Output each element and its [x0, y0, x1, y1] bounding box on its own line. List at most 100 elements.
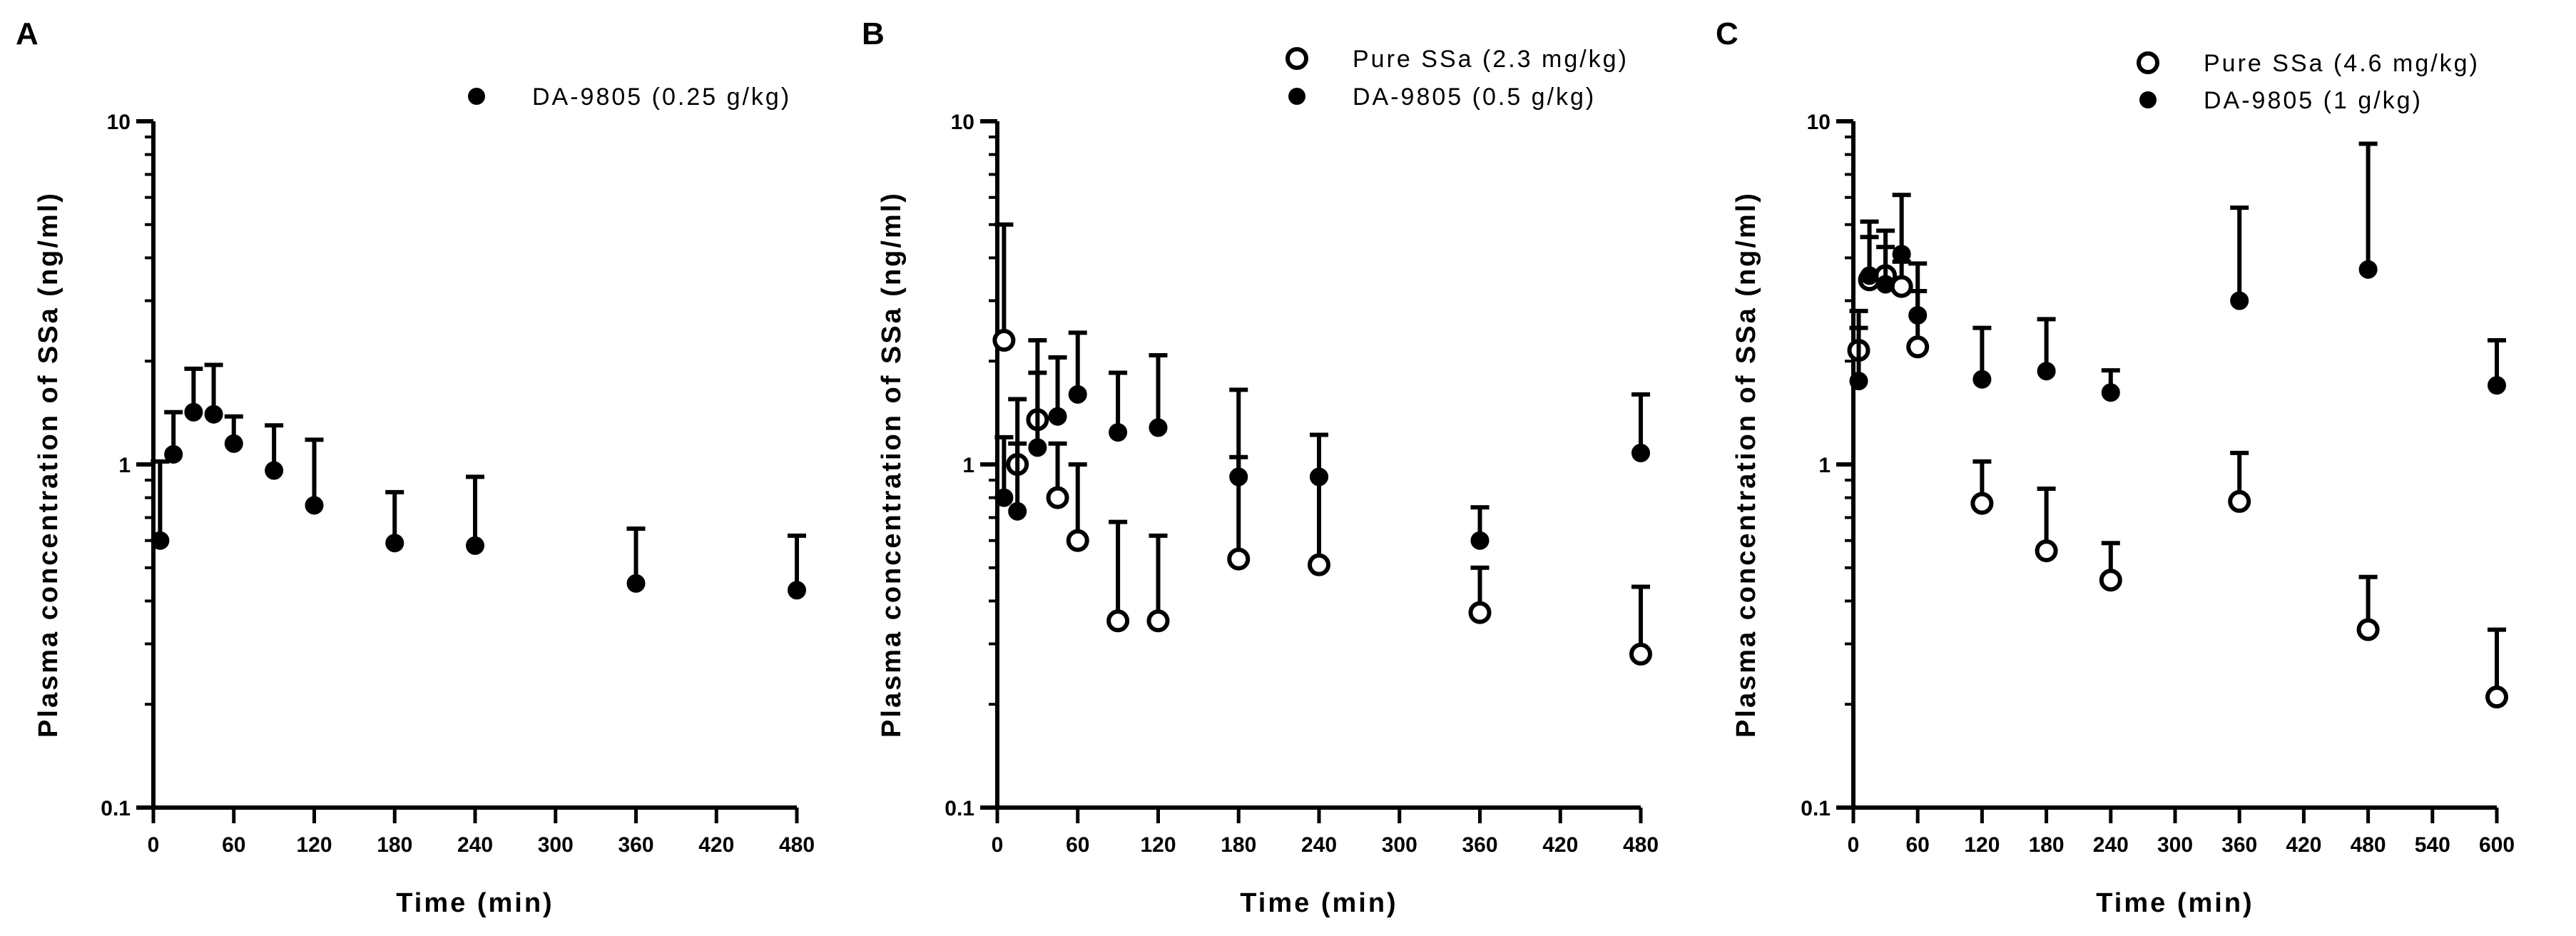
x-tick-label: 120	[296, 833, 332, 857]
series-1	[1849, 141, 2506, 402]
data-point	[2228, 489, 2251, 513]
data-point	[1028, 438, 1047, 457]
legend-marker	[1286, 47, 1308, 70]
data-point	[1229, 467, 1248, 487]
x-tick-label: 300	[1382, 833, 1417, 857]
x-axis-title: Time (min)	[396, 888, 554, 918]
data-point	[1906, 335, 1930, 359]
x-tick-label: 120	[1140, 833, 1176, 857]
data-point	[184, 402, 203, 422]
legend-marker	[2139, 91, 2157, 108]
series-0	[992, 222, 1652, 666]
x-tick-label: 420	[698, 833, 734, 857]
data-point	[1908, 305, 1928, 325]
data-point	[1048, 407, 1067, 426]
y-tick-label: 10	[951, 111, 974, 134]
data-point	[1008, 502, 1027, 521]
data-point	[1146, 609, 1170, 633]
x-tick-label: 60	[1906, 833, 1930, 857]
legend-marker	[468, 88, 485, 105]
x-tick-label: 0	[992, 833, 1004, 857]
legend-label: Pure SSa (2.3 mg/kg)	[1353, 46, 1629, 73]
data-point	[1310, 467, 1328, 487]
y-tick-label: 0.1	[1801, 797, 1831, 820]
x-tick-label: 0	[148, 833, 160, 857]
x-tick-label: 600	[2479, 833, 2515, 857]
x-tick-label: 360	[1462, 833, 1497, 857]
data-point	[992, 329, 1016, 352]
legend-entry: DA-9805 (1 g/kg)	[2139, 87, 2420, 114]
data-point	[1629, 642, 1652, 666]
x-tick-label: 0	[1848, 833, 1860, 857]
data-point	[2230, 291, 2249, 310]
data-point	[2488, 376, 2506, 395]
data-point	[1468, 601, 1492, 624]
x-axis-title: Time (min)	[1240, 888, 1398, 918]
y-tick-label: 1	[1818, 454, 1831, 477]
data-point	[2358, 260, 2378, 279]
x-tick-label: 360	[2221, 833, 2257, 857]
x-tick-label: 120	[1964, 833, 2000, 857]
x-tick-label: 540	[2415, 833, 2450, 857]
data-point	[305, 496, 324, 515]
data-point	[1631, 443, 1650, 462]
legend-marker	[2137, 51, 2159, 74]
data-point	[2485, 686, 2508, 709]
series-1	[994, 330, 1650, 550]
panel-letter: B	[862, 16, 885, 51]
data-point	[204, 405, 223, 424]
panel-c: C 0.1 1 10 0 60 120 180 240 300 360 420 480 540 600 Tim…	[1716, 16, 2515, 918]
x-tick-label: 420	[1542, 833, 1578, 857]
x-tick-label: 180	[377, 833, 412, 857]
panel-letter: C	[1716, 16, 1738, 51]
data-point	[1149, 418, 1168, 437]
data-point	[788, 581, 806, 600]
legend-label: DA-9805 (0.25 g/kg)	[532, 83, 791, 111]
x-tick-label: 60	[1066, 833, 1089, 857]
y-tick-label: 0.1	[101, 797, 131, 820]
data-point	[2356, 618, 2380, 641]
x-tick-label: 300	[2157, 833, 2193, 857]
data-point	[1068, 385, 1087, 404]
panel-a: A 0.1 1 10 0 60 120 180 240 300 360 420 480 Time (min…	[16, 16, 815, 918]
legend-marker	[1288, 88, 1305, 105]
data-point	[2099, 569, 2122, 592]
data-point	[1066, 529, 1089, 552]
legend-label: Pure SSa (4.6 mg/kg)	[2204, 50, 2480, 77]
y-axis-title: Plasma concentration of SSa (ng/ml)	[877, 191, 907, 738]
legend-entry: DA-9805 (0.5 g/kg)	[1288, 83, 1596, 111]
y-tick-label: 10	[1807, 111, 1831, 134]
panel-letter: A	[16, 16, 39, 51]
data-point	[1860, 266, 1879, 285]
data-point	[1470, 531, 1490, 550]
x-tick-label: 180	[1221, 833, 1256, 857]
y-axis-title: Plasma concentration of SSa (ng/ml)	[1731, 191, 1761, 738]
data-point	[1227, 547, 1251, 571]
y-tick-label: 1	[962, 454, 974, 477]
y-axis-title: Plasma concentration of SSa (ng/ml)	[34, 191, 63, 738]
data-point	[1876, 275, 1895, 294]
x-tick-label: 240	[457, 833, 493, 857]
data-point	[2035, 539, 2058, 563]
legend-entry: Pure SSa (4.6 mg/kg)	[2137, 50, 2480, 77]
data-point	[1106, 609, 1130, 633]
data-point	[224, 434, 243, 453]
data-point	[1890, 275, 1913, 298]
data-point	[1849, 372, 1868, 391]
data-point	[2101, 383, 2120, 402]
y-tick-label: 0.1	[945, 797, 974, 820]
data-point	[466, 536, 484, 555]
series-0	[1847, 235, 2508, 709]
data-point	[1972, 370, 1992, 389]
x-tick-label: 480	[779, 833, 815, 857]
data-point	[1892, 245, 1911, 264]
legend-label: DA-9805 (0.5 g/kg)	[1353, 83, 1596, 111]
y-tick-label: 10	[107, 111, 131, 134]
x-tick-label: 240	[2093, 833, 2129, 857]
x-tick-label: 240	[1301, 833, 1337, 857]
x-tick-label: 480	[2351, 833, 2386, 857]
data-point	[626, 574, 646, 593]
y-tick-label: 1	[118, 454, 131, 477]
data-point	[164, 444, 183, 464]
